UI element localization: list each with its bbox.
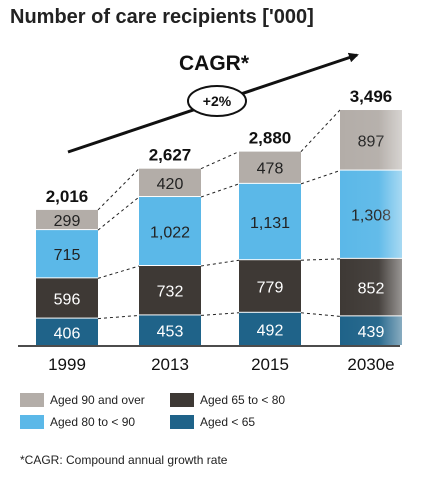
legend-item-aged-80-to-90: Aged 80 to < 90: [20, 415, 135, 429]
connector-line: [200, 312, 240, 316]
segment-value-label: 1,131: [250, 215, 290, 232]
legend-swatch: [20, 393, 44, 407]
bar-segment-aged-90-plus: [239, 151, 301, 183]
connector-line: [200, 183, 240, 198]
segment-value-label: 406: [54, 325, 81, 342]
projection-fade-overlay: [340, 110, 426, 350]
segment-value-label: 453: [157, 324, 184, 341]
segment-value-label: 492: [257, 322, 284, 339]
legend-label: Aged 65 to < 80: [200, 393, 286, 407]
bar-segment-aged-65-80: [36, 278, 98, 318]
x-tick-label: 2015: [251, 355, 289, 374]
total-value-label: 2,016: [46, 187, 89, 206]
legend-label: Aged 90 and over: [50, 393, 145, 407]
connector-line: [300, 109, 341, 152]
total-value-label: 3,496: [350, 87, 393, 106]
legend-swatch: [20, 415, 44, 429]
legend-item-aged-under-65: Aged < 65: [170, 415, 255, 429]
legend: Aged 90 and over Aged 65 to < 80 Aged 80…: [20, 393, 420, 443]
bar-segment-aged-80-90: [139, 197, 201, 266]
bar-segment-aged-under-65: [139, 315, 201, 345]
x-axis-ticks: 1999 2013 2015 2030e: [48, 355, 395, 374]
segment-value-label: 1,022: [150, 225, 190, 242]
legend-item-aged-65-to-80: Aged 65 to < 80: [170, 393, 285, 407]
legend-swatch: [170, 415, 194, 429]
bar-segment-aged-under-65: [36, 318, 98, 345]
total-value-label: 2,880: [249, 129, 292, 148]
segment-value-label: 299: [54, 213, 81, 230]
bar-connectors: [97, 109, 341, 320]
bar-segment-aged-65-80: [139, 266, 201, 315]
connector-line: [300, 170, 341, 185]
connector-line: [97, 168, 140, 211]
bar-segment-aged-90-plus: [139, 168, 201, 197]
connector-line: [200, 151, 240, 170]
segment-value-label: 715: [54, 247, 81, 264]
legend-item-aged-90-and-over: Aged 90 and over: [20, 393, 145, 407]
bar-segment-aged-65-80: [239, 260, 301, 312]
x-tick-label: 2013: [151, 355, 189, 374]
connector-line: [97, 196, 140, 231]
segment-value-label: 732: [157, 284, 184, 301]
bar-segment-aged-90-plus: [36, 209, 98, 230]
cagr-value: +2%: [203, 93, 232, 109]
cagr-label: CAGR*: [179, 52, 250, 75]
footnote: *CAGR: Compound annual growth rate: [20, 453, 228, 467]
bar-segment-aged-80-90: [239, 183, 301, 260]
segment-value-label: 596: [54, 291, 81, 308]
x-tick-label: 1999: [48, 355, 86, 374]
legend-swatch: [170, 393, 194, 407]
connector-line: [97, 265, 140, 279]
chart-title: Number of care recipients ['000]: [10, 6, 314, 28]
segment-value-label: 478: [257, 161, 284, 178]
bar-segment-aged-80-90: [36, 230, 98, 278]
cagr-badge: [187, 85, 247, 117]
total-value-label: 2,627: [149, 146, 192, 165]
bar-segment-aged-under-65: [239, 312, 301, 345]
connector-line: [300, 312, 341, 317]
legend-label: Aged < 65: [200, 415, 256, 429]
connector-line: [200, 259, 240, 267]
legend-label: Aged 80 to < 90: [50, 415, 136, 429]
segment-value-label: 779: [257, 279, 284, 296]
stacked-bar-chart: CAGR* +2% 406 596 715 299 2,016 453 732 1,022 42…: [18, 52, 426, 374]
connector-line: [97, 314, 140, 320]
segment-value-label: 420: [157, 176, 184, 193]
connector-line: [300, 258, 341, 261]
x-tick-label: 2030e: [347, 355, 394, 374]
